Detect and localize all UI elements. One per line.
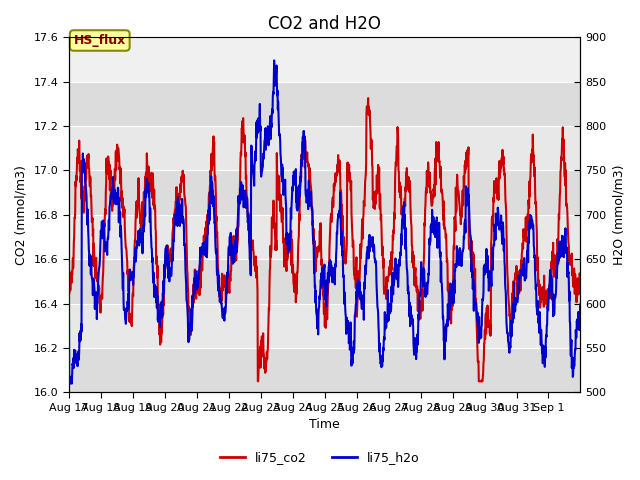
- Bar: [69, 37, 580, 82]
- Y-axis label: H2O (mmol/m3): H2O (mmol/m3): [612, 165, 625, 265]
- Bar: [69, 348, 580, 393]
- Bar: [69, 37, 580, 82]
- Text: HS_flux: HS_flux: [74, 34, 126, 47]
- Bar: [69, 82, 580, 126]
- Bar: [69, 304, 580, 348]
- Bar: [69, 170, 580, 215]
- X-axis label: Time: Time: [309, 419, 340, 432]
- Bar: [69, 126, 580, 170]
- Bar: [69, 259, 580, 304]
- Y-axis label: CO2 (mmol/m3): CO2 (mmol/m3): [15, 165, 28, 265]
- Legend: li75_co2, li75_h2o: li75_co2, li75_h2o: [215, 446, 425, 469]
- Title: CO2 and H2O: CO2 and H2O: [268, 15, 381, 33]
- Bar: [69, 215, 580, 259]
